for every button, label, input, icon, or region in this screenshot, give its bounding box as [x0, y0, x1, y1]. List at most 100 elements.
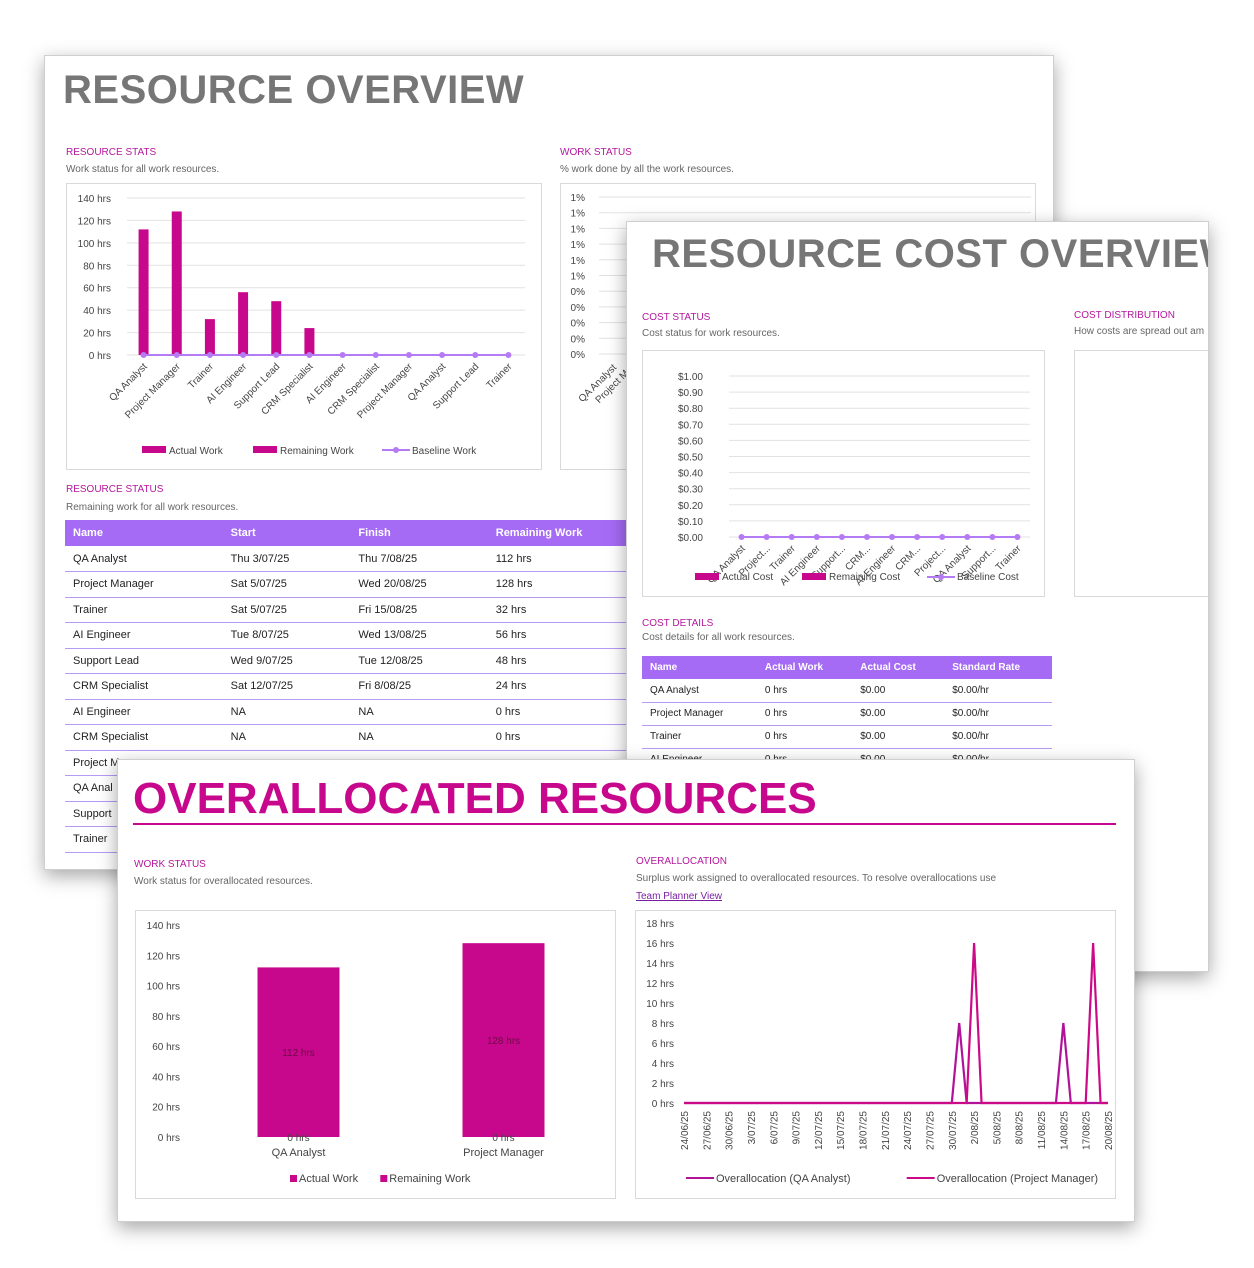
legend-swatch [253, 446, 277, 453]
y-tick-label: 60 hrs [83, 284, 111, 295]
table-row[interactable]: AI Engineer NA NA 0 hrs [65, 699, 655, 725]
x-tick-label: 14/08/25 [1059, 1111, 1070, 1150]
table-cell: Sat 5/07/25 [222, 597, 351, 623]
y-tick-label: 100 hrs [78, 239, 111, 250]
x-tick-label: 21/07/25 [881, 1111, 892, 1150]
y-tick-label: 120 hrs [78, 216, 111, 227]
x-tick-label: 24/06/25 [680, 1111, 691, 1150]
bar [138, 229, 149, 355]
section-heading: WORK STATUS [560, 147, 632, 158]
column-header[interactable]: Actual Cost [852, 656, 945, 679]
baseline-point [439, 352, 446, 358]
column-header[interactable]: Name [642, 656, 757, 679]
y-tick-label: 2 hrs [652, 1079, 674, 1090]
baseline-point [240, 352, 247, 358]
baseline-point [838, 534, 845, 540]
baseline-point [989, 534, 996, 540]
table-cell: Support Lead [65, 648, 223, 674]
baseline-point [763, 534, 770, 540]
legend-swatch [142, 446, 166, 453]
bar [204, 319, 215, 355]
x-tick-label: Trainer [994, 543, 1024, 573]
table-cell: AI Engineer [65, 622, 223, 649]
legend-label: Remaining Cost [829, 572, 900, 583]
y-tick-label: $0.60 [678, 436, 703, 447]
baseline-point [939, 534, 946, 540]
x-tick-label: 18/07/25 [859, 1111, 870, 1150]
overallocated-work-chart: 0 hrs 20 hrs 40 hrs 60 hrs 80 hrs 100 hrs 120 … [135, 910, 616, 1199]
y-tick-label: 140 hrs [78, 194, 111, 205]
section-heading: COST STATUS [642, 312, 711, 323]
y-tick-label: 4 hrs [652, 1059, 674, 1070]
table-row[interactable]: AI Engineer Tue 8/07/25 Wed 13/08/25 56 hrs [65, 622, 655, 649]
section-subtitle: Work status for overallocated resources. [134, 876, 313, 887]
table-row[interactable]: QA Analyst 0 hrs $0.00 $0.00/hr [642, 679, 1052, 703]
x-tick-label: QA Analyst [272, 1147, 326, 1159]
data-label: 112 hrs [282, 1048, 315, 1059]
column-header[interactable]: Standard Rate [944, 656, 1052, 679]
table-cell: Trainer [642, 725, 757, 749]
x-tick-label: Trainer [186, 361, 216, 391]
table-cell: Tue 8/07/25 [222, 622, 351, 649]
y-tick-label: $0.00 [678, 533, 703, 544]
y-tick-label: 0 hrs [652, 1099, 674, 1110]
page-title: RESOURCE OVERVIEW [63, 68, 525, 112]
team-planner-view-link[interactable]: Team Planner View [636, 891, 722, 902]
page-title: RESOURCE COST OVERVIEW [652, 232, 1209, 276]
table-cell: 0 hrs [756, 725, 853, 749]
legend-swatch [938, 574, 944, 580]
data-label: 0 hrs [287, 1133, 309, 1144]
table-cell: Sat 5/07/25 [222, 571, 351, 598]
table-cell: 0 hrs [756, 679, 853, 703]
table-row[interactable]: Project Manager Sat 5/07/25 Wed 20/08/25 12… [65, 571, 655, 598]
table-row[interactable]: Trainer Sat 5/07/25 Fri 15/08/25 32 hrs [65, 597, 655, 623]
x-tick-label: 20/08/25 [1104, 1111, 1115, 1150]
section-heading: COST DETAILS [642, 618, 714, 629]
baseline-point [1014, 534, 1021, 540]
column-header[interactable]: Finish [350, 520, 488, 546]
column-header[interactable]: Actual Work [756, 656, 853, 679]
legend-swatch [802, 573, 826, 580]
y-tick-label: 16 hrs [646, 939, 674, 950]
cost-status-chart: $0.00 $0.10 $0.20 $0.30 $0.40 $0.50 $0.60 $0.70… [642, 350, 1045, 597]
section-subtitle: % work done by all the work resources. [560, 164, 734, 175]
table-cell: Fri 8/08/25 [350, 673, 488, 700]
table-row[interactable]: CRM Specialist Sat 12/07/25 Fri 8/08/25 24 … [65, 673, 655, 700]
table-cell: $0.00 [852, 725, 945, 749]
table-cell: QA Analyst [65, 546, 223, 572]
overallocated-resources-sheet: OVERALLOCATED RESOURCES WORK STATUS Work… [117, 759, 1135, 1222]
table-row[interactable]: Project Manager 0 hrs $0.00 $0.00/hr [642, 702, 1052, 726]
y-tick-label: $1.00 [678, 372, 703, 383]
legend-swatch [695, 573, 719, 580]
table-row[interactable]: CRM Specialist NA NA 0 hrs [65, 724, 655, 751]
overallocated-work-svg: 0 hrs 20 hrs 40 hrs 60 hrs 80 hrs 100 hrs 120 … [147, 921, 545, 1185]
y-tick-label: $0.10 [678, 517, 703, 528]
section-subtitle: Surplus work assigned to overallocated r… [636, 873, 997, 884]
title-underline [133, 823, 1116, 825]
y-tick-label: $0.40 [678, 469, 703, 480]
x-tick-label: 8/08/25 [1015, 1111, 1026, 1145]
baseline-point [914, 534, 921, 540]
table-cell: NA [350, 699, 488, 725]
baseline-point [405, 352, 412, 358]
table-row[interactable]: QA Analyst Thu 3/07/25 Thu 7/08/25 112 hrs [65, 546, 655, 572]
table-cell: Wed 9/07/25 [222, 648, 351, 674]
table-cell: Wed 13/08/25 [350, 622, 488, 649]
x-tick-label: 30/07/25 [948, 1111, 959, 1150]
x-tick-label: Trainer [485, 361, 515, 391]
baseline-point [306, 352, 313, 358]
resource-stats-chart: 0 hrs 20 hrs 40 hrs 60 hrs 80 hrs 100 hrs 120 … [66, 183, 542, 470]
legend-label: Actual Work [169, 446, 224, 457]
column-header[interactable]: Start [222, 520, 351, 546]
table-row[interactable]: Trainer 0 hrs $0.00 $0.00/hr [642, 725, 1052, 749]
y-tick-label: 0 hrs [158, 1133, 180, 1144]
column-header[interactable]: Name [65, 520, 223, 546]
y-tick-label: 10 hrs [646, 999, 674, 1010]
table-cell: CRM Specialist [65, 724, 223, 751]
legend-label: Overallocation (QA Analyst) [716, 1173, 851, 1185]
table-row[interactable]: Support Lead Wed 9/07/25 Tue 12/08/25 48 hr… [65, 648, 655, 674]
section-subtitle: Cost status for work resources. [642, 328, 780, 339]
baseline-point [472, 352, 479, 358]
baseline-point [738, 534, 745, 540]
y-tick-label: 6 hrs [652, 1039, 674, 1050]
